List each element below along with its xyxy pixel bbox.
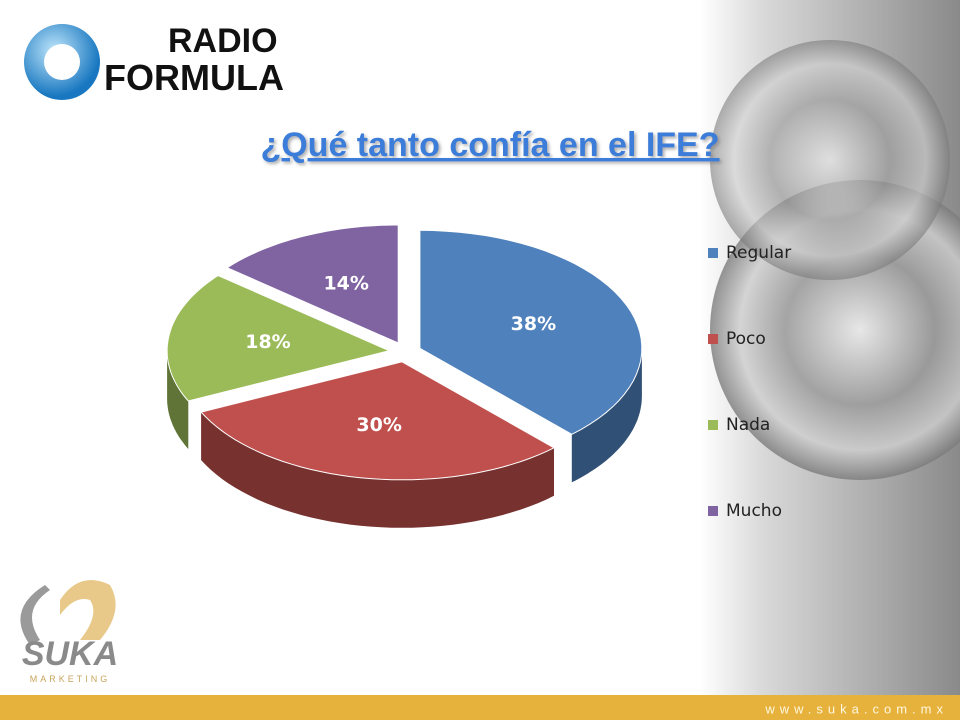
legend-swatch — [708, 420, 718, 430]
legend-label: Mucho — [726, 501, 782, 521]
legend-swatch — [708, 506, 718, 516]
data-label: 18% — [245, 331, 290, 353]
data-label: 38% — [511, 313, 556, 335]
logo-mark — [44, 44, 80, 80]
slice-side — [201, 412, 554, 528]
footer-url: www.suka.com.mx — [764, 701, 948, 716]
slice-side — [167, 350, 189, 449]
slice — [226, 224, 399, 344]
legend: Regular Poco Nada Mucho — [708, 243, 791, 521]
legend-label: Nada — [726, 415, 770, 435]
data-label: 30% — [356, 414, 401, 436]
legend-swatch — [708, 248, 718, 258]
slice — [200, 361, 556, 481]
suka-tagline: MARKETING — [30, 674, 111, 684]
speaker — [710, 40, 950, 280]
legend-label: Poco — [726, 329, 766, 349]
suka-logo-mark — [60, 580, 116, 640]
suka-logo-mark — [20, 585, 50, 645]
slice — [419, 229, 643, 435]
suka-brand: SUKA — [22, 635, 118, 673]
pie-chart: 38% 30% 18% 14% — [166, 224, 643, 528]
chart-title: ¿Qué tanto confía en el IFE? — [260, 126, 719, 164]
data-label: 14% — [323, 273, 368, 295]
logo-text: RADIO — [168, 22, 278, 60]
logo-text: FORMULA — [104, 57, 284, 98]
slice-side — [571, 348, 642, 483]
footer-bar — [0, 695, 960, 720]
legend-label: Regular — [726, 243, 791, 263]
slice — [166, 274, 391, 402]
legend-swatch — [708, 334, 718, 344]
